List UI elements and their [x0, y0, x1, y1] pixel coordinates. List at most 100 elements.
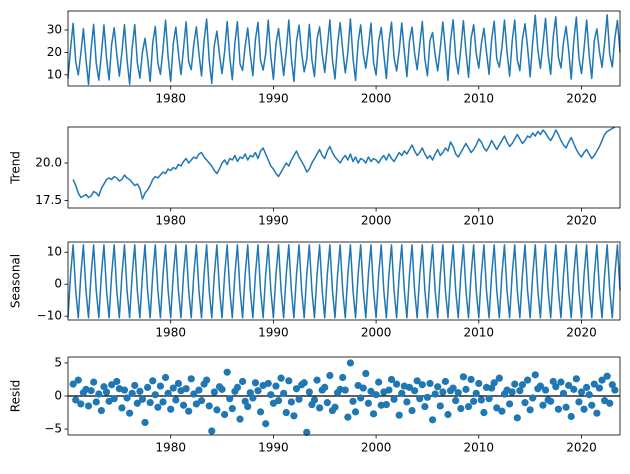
- resid-point: [185, 407, 193, 415]
- resid-point: [452, 397, 460, 405]
- x-tick-label: 2020: [566, 326, 597, 340]
- resid-point: [405, 383, 414, 392]
- resid-point: [506, 400, 514, 408]
- resid-point: [274, 397, 283, 405]
- x-tick-label: 2000: [361, 214, 392, 228]
- resid-point: [541, 386, 550, 394]
- resid-point: [159, 398, 167, 406]
- series-line: [72, 126, 616, 200]
- resid-point: [351, 408, 360, 416]
- resid-point: [326, 371, 334, 380]
- resid-point: [228, 404, 236, 413]
- x-tick-label: 1980: [155, 214, 186, 228]
- y-tick-label: 10: [47, 67, 62, 81]
- resid-point: [164, 389, 172, 397]
- resid-point: [521, 399, 529, 407]
- y-tick-label: 10: [47, 245, 62, 259]
- resid-point: [508, 388, 516, 396]
- resid-point: [393, 380, 401, 388]
- resid-point: [423, 393, 432, 401]
- resid-point: [511, 380, 519, 388]
- resid-point: [462, 385, 470, 393]
- resid-point: [444, 410, 452, 419]
- resid-point: [341, 386, 349, 394]
- x-tick-label: 2020: [566, 92, 597, 106]
- panel: 1980 1990 2000 2010 2020 10 20 30: [47, 10, 621, 106]
- resid-point: [151, 391, 159, 399]
- resid-point: [120, 386, 129, 394]
- resid-point: [172, 396, 180, 404]
- resid-point: [277, 374, 285, 382]
- resid-point: [570, 385, 578, 393]
- y-tick-label: 17.5: [35, 193, 62, 207]
- x-tick-label: 1990: [258, 214, 289, 228]
- resid-point: [131, 381, 139, 390]
- x-tick-label: 2020: [566, 441, 597, 455]
- x-tick-label: 1980: [155, 441, 186, 455]
- x-tick-label: 1980: [155, 326, 186, 340]
- resid-point: [577, 388, 586, 396]
- axes-frame: [67, 356, 621, 436]
- resid-point: [295, 395, 303, 403]
- resid-point: [251, 379, 260, 387]
- x-tick-label: 2010: [464, 214, 495, 228]
- resid-point: [526, 406, 534, 414]
- resid-point: [441, 377, 450, 386]
- x-tick-label: 2010: [464, 326, 495, 340]
- resid-point: [182, 385, 190, 393]
- resid-point: [567, 412, 575, 421]
- resid-point: [110, 395, 118, 403]
- resid-point: [102, 388, 111, 396]
- resid-point: [126, 409, 134, 417]
- resid-point: [364, 399, 372, 407]
- resid-point: [321, 383, 329, 392]
- resid-point: [523, 376, 532, 384]
- x-tick-label: 2010: [464, 441, 495, 455]
- resid-point: [305, 388, 313, 396]
- resid-point: [133, 399, 141, 407]
- resid-point: [205, 402, 213, 410]
- x-tick-label: 2020: [566, 214, 597, 228]
- panel: 1980 1990 2000 2010 2020 −10 0 10 Seasonal: [9, 241, 621, 340]
- x-tick-label: 1990: [258, 441, 289, 455]
- resid-point: [108, 381, 116, 389]
- resid-point: [262, 420, 270, 428]
- resid-point: [547, 397, 555, 405]
- y-tick-label: 0: [54, 277, 62, 291]
- resid-point: [439, 388, 447, 396]
- resid-point: [529, 394, 537, 402]
- resid-point: [434, 383, 442, 391]
- resid-point: [583, 383, 591, 392]
- resid-point: [585, 391, 593, 399]
- resid-point: [572, 375, 580, 383]
- resid-point: [192, 400, 200, 408]
- resid-point: [477, 396, 485, 404]
- resid-point: [395, 411, 403, 419]
- resid-point: [256, 408, 265, 416]
- resid-point: [539, 401, 547, 409]
- resid-point: [128, 389, 136, 397]
- resid-point: [90, 378, 98, 386]
- resid-point: [179, 401, 188, 409]
- resid-point: [146, 399, 154, 407]
- resid-point: [359, 384, 367, 392]
- resid-point: [557, 378, 565, 386]
- resid-point: [436, 402, 444, 410]
- resid-point: [87, 387, 95, 395]
- resid-point: [580, 405, 588, 413]
- resid-point: [606, 399, 614, 407]
- resid-point: [590, 380, 598, 388]
- resid-point: [249, 394, 257, 402]
- resid-point: [490, 379, 498, 387]
- resid-point: [210, 388, 218, 396]
- resid-point: [203, 376, 211, 384]
- y-tick-label: −5: [44, 422, 62, 436]
- resid-point: [154, 403, 162, 411]
- resid-point: [413, 377, 421, 385]
- resid-point: [300, 379, 308, 387]
- resid-point: [187, 375, 195, 383]
- resid-point: [316, 404, 324, 412]
- resid-point: [323, 399, 331, 407]
- resid-point: [431, 390, 439, 398]
- resid-point: [167, 405, 175, 413]
